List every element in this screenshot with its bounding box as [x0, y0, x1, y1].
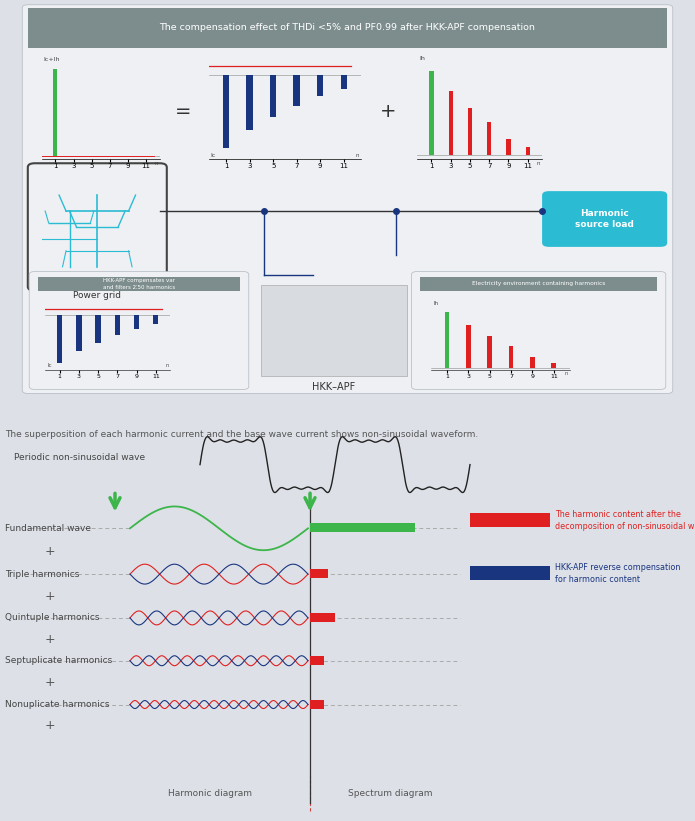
Bar: [487, 122, 491, 155]
FancyBboxPatch shape: [542, 191, 667, 247]
Bar: [247, 75, 253, 131]
Text: HKK-APF reverse compensation
for harmonic content: HKK-APF reverse compensation for harmoni…: [555, 562, 680, 584]
Text: Triple harmonics: Triple harmonics: [5, 570, 79, 579]
Text: HKK–APF: HKK–APF: [312, 383, 355, 392]
Text: Power grid: Power grid: [73, 291, 122, 300]
Bar: [310, 569, 328, 578]
Bar: [509, 346, 514, 368]
Bar: [270, 75, 277, 117]
Text: Electricity environment containing harmonics: Electricity environment containing harmo…: [472, 282, 605, 287]
Bar: [470, 566, 550, 580]
Bar: [134, 315, 139, 329]
Bar: [445, 312, 450, 368]
Bar: [468, 108, 472, 155]
Bar: [317, 75, 323, 96]
FancyBboxPatch shape: [28, 163, 167, 291]
Text: Ih: Ih: [433, 300, 438, 306]
Text: Harmonic diagram: Harmonic diagram: [168, 789, 252, 798]
Bar: [487, 337, 492, 368]
Text: Ic: Ic: [211, 153, 216, 158]
Text: HKK-APF compensates var
and filters 2∶50 harmonics: HKK-APF compensates var and filters 2∶50…: [103, 278, 175, 290]
Text: Septuplicate harmonics: Septuplicate harmonics: [5, 656, 113, 665]
Bar: [310, 613, 335, 622]
Bar: [525, 147, 530, 155]
Text: The compensation effect of THDi <5% and PF0.99 after HKK-APF compensation: The compensation effect of THDi <5% and …: [160, 23, 535, 32]
Bar: [293, 75, 300, 106]
Bar: [530, 357, 535, 368]
Bar: [28, 8, 667, 48]
Bar: [551, 363, 556, 368]
Bar: [57, 315, 63, 363]
Text: Quintuple harmonics: Quintuple harmonics: [5, 613, 99, 622]
Bar: [223, 75, 229, 148]
FancyBboxPatch shape: [261, 285, 407, 376]
Bar: [310, 699, 324, 709]
Text: The superposition of each harmonic current and the base wave current shows non-s: The superposition of each harmonic curre…: [5, 429, 478, 438]
Text: +: +: [44, 633, 56, 646]
Bar: [341, 75, 347, 89]
Text: +: +: [44, 589, 56, 603]
Bar: [115, 315, 120, 335]
Text: Periodic non-sinusoidal wave: Periodic non-sinusoidal wave: [14, 453, 145, 462]
Text: Ic: Ic: [47, 363, 51, 368]
Text: Harmonic
source load: Harmonic source load: [575, 209, 634, 229]
Bar: [38, 277, 240, 291]
Bar: [76, 315, 81, 351]
Bar: [448, 90, 453, 155]
FancyBboxPatch shape: [22, 5, 673, 393]
Bar: [420, 277, 657, 291]
FancyBboxPatch shape: [411, 272, 666, 389]
Bar: [430, 71, 434, 155]
Text: n: n: [356, 153, 359, 158]
Text: =: =: [175, 102, 192, 121]
Text: n: n: [165, 363, 168, 368]
Text: Ih: Ih: [419, 56, 425, 61]
Text: n: n: [537, 161, 540, 167]
Text: +: +: [44, 544, 56, 557]
Text: n: n: [564, 371, 568, 376]
Bar: [470, 513, 550, 527]
Bar: [310, 656, 324, 665]
Bar: [310, 523, 415, 532]
Text: +: +: [379, 102, 396, 121]
Text: Spectrum diagram: Spectrum diagram: [348, 789, 432, 798]
Text: +: +: [44, 677, 56, 689]
Text: Nonuplicate harmonics: Nonuplicate harmonics: [5, 700, 110, 709]
Bar: [506, 140, 511, 155]
Text: Fundamental wave: Fundamental wave: [5, 524, 91, 533]
Bar: [95, 315, 101, 342]
Text: Ic+Ih: Ic+Ih: [44, 57, 60, 62]
Text: The harmonic content after the
decomposition of non-sinusoidal wave: The harmonic content after the decomposi…: [555, 510, 695, 530]
Bar: [54, 69, 58, 156]
Bar: [466, 325, 471, 368]
Bar: [153, 315, 158, 324]
Text: n: n: [154, 161, 158, 166]
FancyBboxPatch shape: [29, 272, 249, 389]
Text: +: +: [44, 719, 56, 732]
